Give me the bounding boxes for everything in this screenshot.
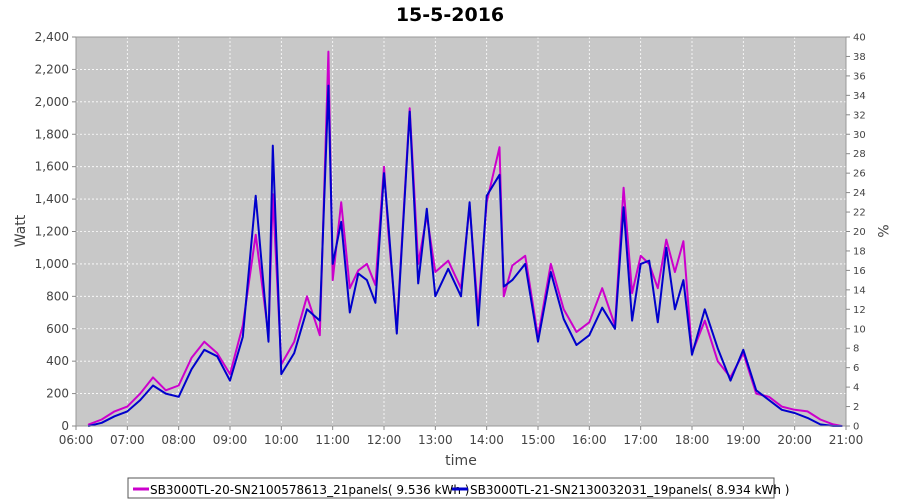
y2-tick-label: 14: [853, 285, 866, 296]
x-tick-label: 10:00: [264, 433, 299, 447]
y-tick-label: 1,200: [35, 225, 69, 239]
x-tick-label: 12:00: [367, 433, 402, 447]
y-tick-label: 800: [46, 289, 69, 303]
chart-title: 15-5-2016: [396, 4, 504, 26]
x-tick-label: 08:00: [161, 433, 196, 447]
y-tick-label: 600: [46, 322, 69, 336]
legend-box: [127, 477, 775, 499]
y-tick-label: 0: [61, 419, 69, 433]
y-axis-left: 0 200 400 600 800 1,000 1,200 1,400 1,600 1,800 2,…: [35, 30, 76, 433]
y2-tick-label: 26: [853, 169, 866, 180]
x-tick-label: 18:00: [675, 433, 710, 447]
y2-tick-label: 28: [853, 149, 866, 160]
y2-tick-label: 30: [853, 130, 866, 141]
y-tick-label: 2,200: [35, 62, 69, 76]
x-tick-label: 20:00: [777, 433, 812, 447]
y-tick-label: 400: [46, 354, 69, 368]
y2-tick-label: 6: [853, 363, 859, 374]
y2-tick-label: 16: [853, 266, 866, 277]
x-axis: 06:00 07:00 08:00 09:00 10:00 11:00 12:00 13:00…: [59, 426, 864, 447]
y2-tick-label: 34: [853, 91, 866, 102]
legend-label-series-1: SB3000TL-20-SN2100578613_21panels( 9.536…: [150, 483, 469, 497]
y-tick-label: 2,400: [35, 30, 69, 44]
y2-tick-label: 36: [853, 71, 866, 82]
y2-tick-label: 2: [853, 402, 859, 413]
grid: [75, 36, 847, 427]
y2-tick-label: 40: [853, 33, 866, 44]
x-tick-label: 14:00: [469, 433, 504, 447]
x-tick-label: 15:00: [521, 433, 556, 447]
x-tick-label: 13:00: [418, 433, 453, 447]
y-tick-label: 2,000: [35, 95, 69, 109]
x-tick-label: 11:00: [315, 433, 350, 447]
x-tick-label: 09:00: [213, 433, 248, 447]
x-tick-label: 07:00: [110, 433, 145, 447]
x-tick-label: 06:00: [59, 433, 94, 447]
y2-tick-label: 10: [853, 324, 866, 335]
x-axis-label: time: [445, 453, 477, 469]
y-tick-label: 1,000: [35, 257, 69, 271]
y-axis-label: Watt: [13, 214, 29, 247]
x-tick-label: 17:00: [623, 433, 658, 447]
y2-tick-label: 24: [853, 188, 866, 199]
y-tick-label: 1,400: [35, 192, 69, 206]
y-tick-label: 1,800: [35, 127, 69, 141]
legend: SB3000TL-20-SN2100578613_21panels( 9.536…: [127, 477, 789, 499]
series-line-2: [87, 84, 843, 427]
y2-tick-label: 38: [853, 52, 866, 63]
x-tick-label: 19:00: [726, 433, 761, 447]
y2-tick-label: 0: [853, 422, 859, 433]
y-tick-label: 200: [46, 387, 69, 401]
y2-tick-label: 4: [853, 383, 859, 394]
y-tick-label: 1,600: [35, 160, 69, 174]
y2-tick-label: 32: [853, 110, 866, 121]
x-tick-label: 21:00: [829, 433, 864, 447]
y2-tick-label: 22: [853, 208, 866, 219]
legend-label-series-2: SB3000TL-21-SN2130032031_19panels( 8.934…: [470, 483, 789, 497]
y2-tick-label: 20: [853, 227, 866, 238]
y2-tick-label: 8: [853, 344, 859, 355]
y2-axis-label: %: [874, 224, 890, 237]
x-tick-label: 16:00: [572, 433, 607, 447]
y2-tick-label: 18: [853, 246, 866, 257]
y2-tick-label: 12: [853, 305, 866, 316]
series-layer: [87, 50, 843, 427]
